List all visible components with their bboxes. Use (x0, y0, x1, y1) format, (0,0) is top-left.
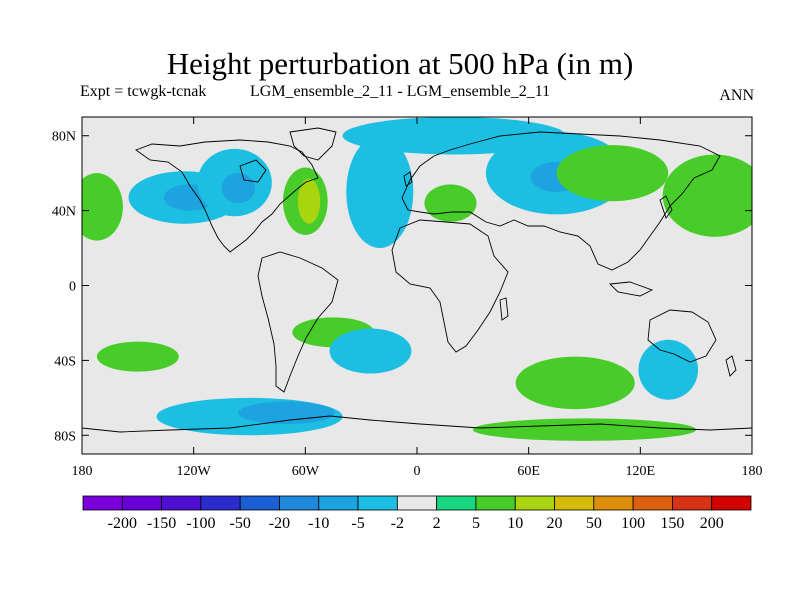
field-w-pacific-positive (662, 154, 752, 237)
lat-tick-label: 40N (52, 205, 76, 220)
coastline-eurasia (401, 131, 721, 271)
colorbar-label: -5 (351, 515, 364, 532)
colorbar-swatch (200, 495, 241, 511)
colorbar-swatch (514, 495, 555, 511)
experiment-label: Expt = tcwgk-tcnak (80, 83, 207, 100)
colorbar-label: -20 (269, 515, 290, 532)
colorbar-label: 150 (660, 515, 684, 532)
colorbar-swatch (436, 495, 477, 511)
lon-tick-label: 0 (414, 464, 421, 479)
lat-tick-label: 40S (54, 354, 76, 369)
colorbar-swatch (554, 495, 595, 511)
coastline-hudson-bay (239, 159, 267, 183)
field-e-canada-core (297, 178, 321, 224)
field-s-indian-positive (515, 356, 635, 410)
lon-tick-label: 180 (742, 464, 763, 479)
colorbar-swatch (711, 495, 752, 511)
season-label: ANN (719, 87, 754, 104)
map-panel (82, 117, 752, 454)
longitude-axis: 180 120W 60W 0 60E 120E 180 (72, 117, 763, 479)
colorbar-label: -100 (186, 515, 215, 532)
coastline-indonesia (609, 281, 654, 297)
lat-tick-label: 80S (54, 429, 76, 444)
colorbar-label: 100 (621, 515, 645, 532)
height-field (82, 117, 752, 441)
field-s-pacific-positive (96, 341, 179, 372)
field-med-positive (424, 184, 477, 222)
field-hudson-core (221, 173, 256, 204)
field-antarctic-positive (472, 418, 697, 441)
colorbar-swatch (318, 495, 359, 511)
lon-tick-label: 120E (626, 464, 656, 479)
colorbar-label: -200 (108, 515, 137, 532)
colorbar-swatch (161, 495, 202, 511)
colorbar-label: -10 (308, 515, 329, 532)
colorbar-swatch (632, 495, 673, 511)
colorbar-label: -2 (391, 515, 404, 532)
colorbar-swatch (672, 495, 713, 511)
coastline-australia (647, 309, 717, 363)
field-s-america-negative (329, 328, 412, 374)
lon-tick-label: 60E (517, 464, 540, 479)
lat-tick-label: 0 (69, 280, 76, 295)
colorbar-label: 5 (472, 515, 480, 532)
colorbar-swatch (121, 495, 162, 511)
latitude-axis: 80N 40N 0 40S 80S (52, 130, 752, 444)
colorbar-label: 20 (547, 515, 563, 532)
lon-tick-label: 180 (72, 464, 93, 479)
colorbar-swatch (279, 495, 320, 511)
colorbar-label: 50 (586, 515, 602, 532)
plot-title: Height perturbation at 500 hPa (in m) (166, 46, 634, 81)
colorbar-label: -50 (230, 515, 251, 532)
coastline-madagascar (499, 297, 509, 321)
colorbar-label: 10 (507, 515, 523, 532)
colorbar-swatch (475, 495, 516, 511)
colorbar: -200 -150 -100 -50 -20 -10 -5 -2 2 5 10 20 50 100 150 2… (82, 495, 752, 532)
colorbar-label: -150 (147, 515, 176, 532)
coastline-south-america (257, 251, 339, 393)
field-australia-negative (638, 339, 699, 400)
coastline-uk (403, 171, 413, 187)
lat-tick-label: 80N (52, 130, 76, 145)
colorbar-swatch (82, 495, 123, 511)
field-arctic-negative (342, 117, 566, 155)
colorbar-label: 2 (433, 515, 441, 532)
colorbar-swatch (239, 495, 280, 511)
field-n-pacific-positive (82, 173, 123, 241)
colorbar-swatch (357, 495, 398, 511)
coastlines (82, 127, 752, 433)
case-label: LGM_ensemble_2_11 - LGM_ensemble_2_11 (250, 83, 551, 100)
colorbar-swatch (593, 495, 634, 511)
coastline-new-zealand (725, 355, 737, 377)
field-atlantic-negative (346, 135, 414, 249)
coastline-japan (659, 195, 673, 219)
colorbar-swatch (396, 495, 438, 511)
field-east-asia-positive (556, 145, 669, 202)
lon-tick-label: 60W (292, 464, 320, 479)
coastline-antarctica (82, 415, 752, 433)
field-southern-ocean-core (238, 401, 336, 425)
coastline-africa (391, 219, 509, 353)
coastline-greenland (289, 127, 337, 161)
lon-tick-label: 120W (177, 464, 212, 479)
coastline-north-america (135, 139, 319, 253)
colorbar-label: 200 (700, 515, 724, 532)
